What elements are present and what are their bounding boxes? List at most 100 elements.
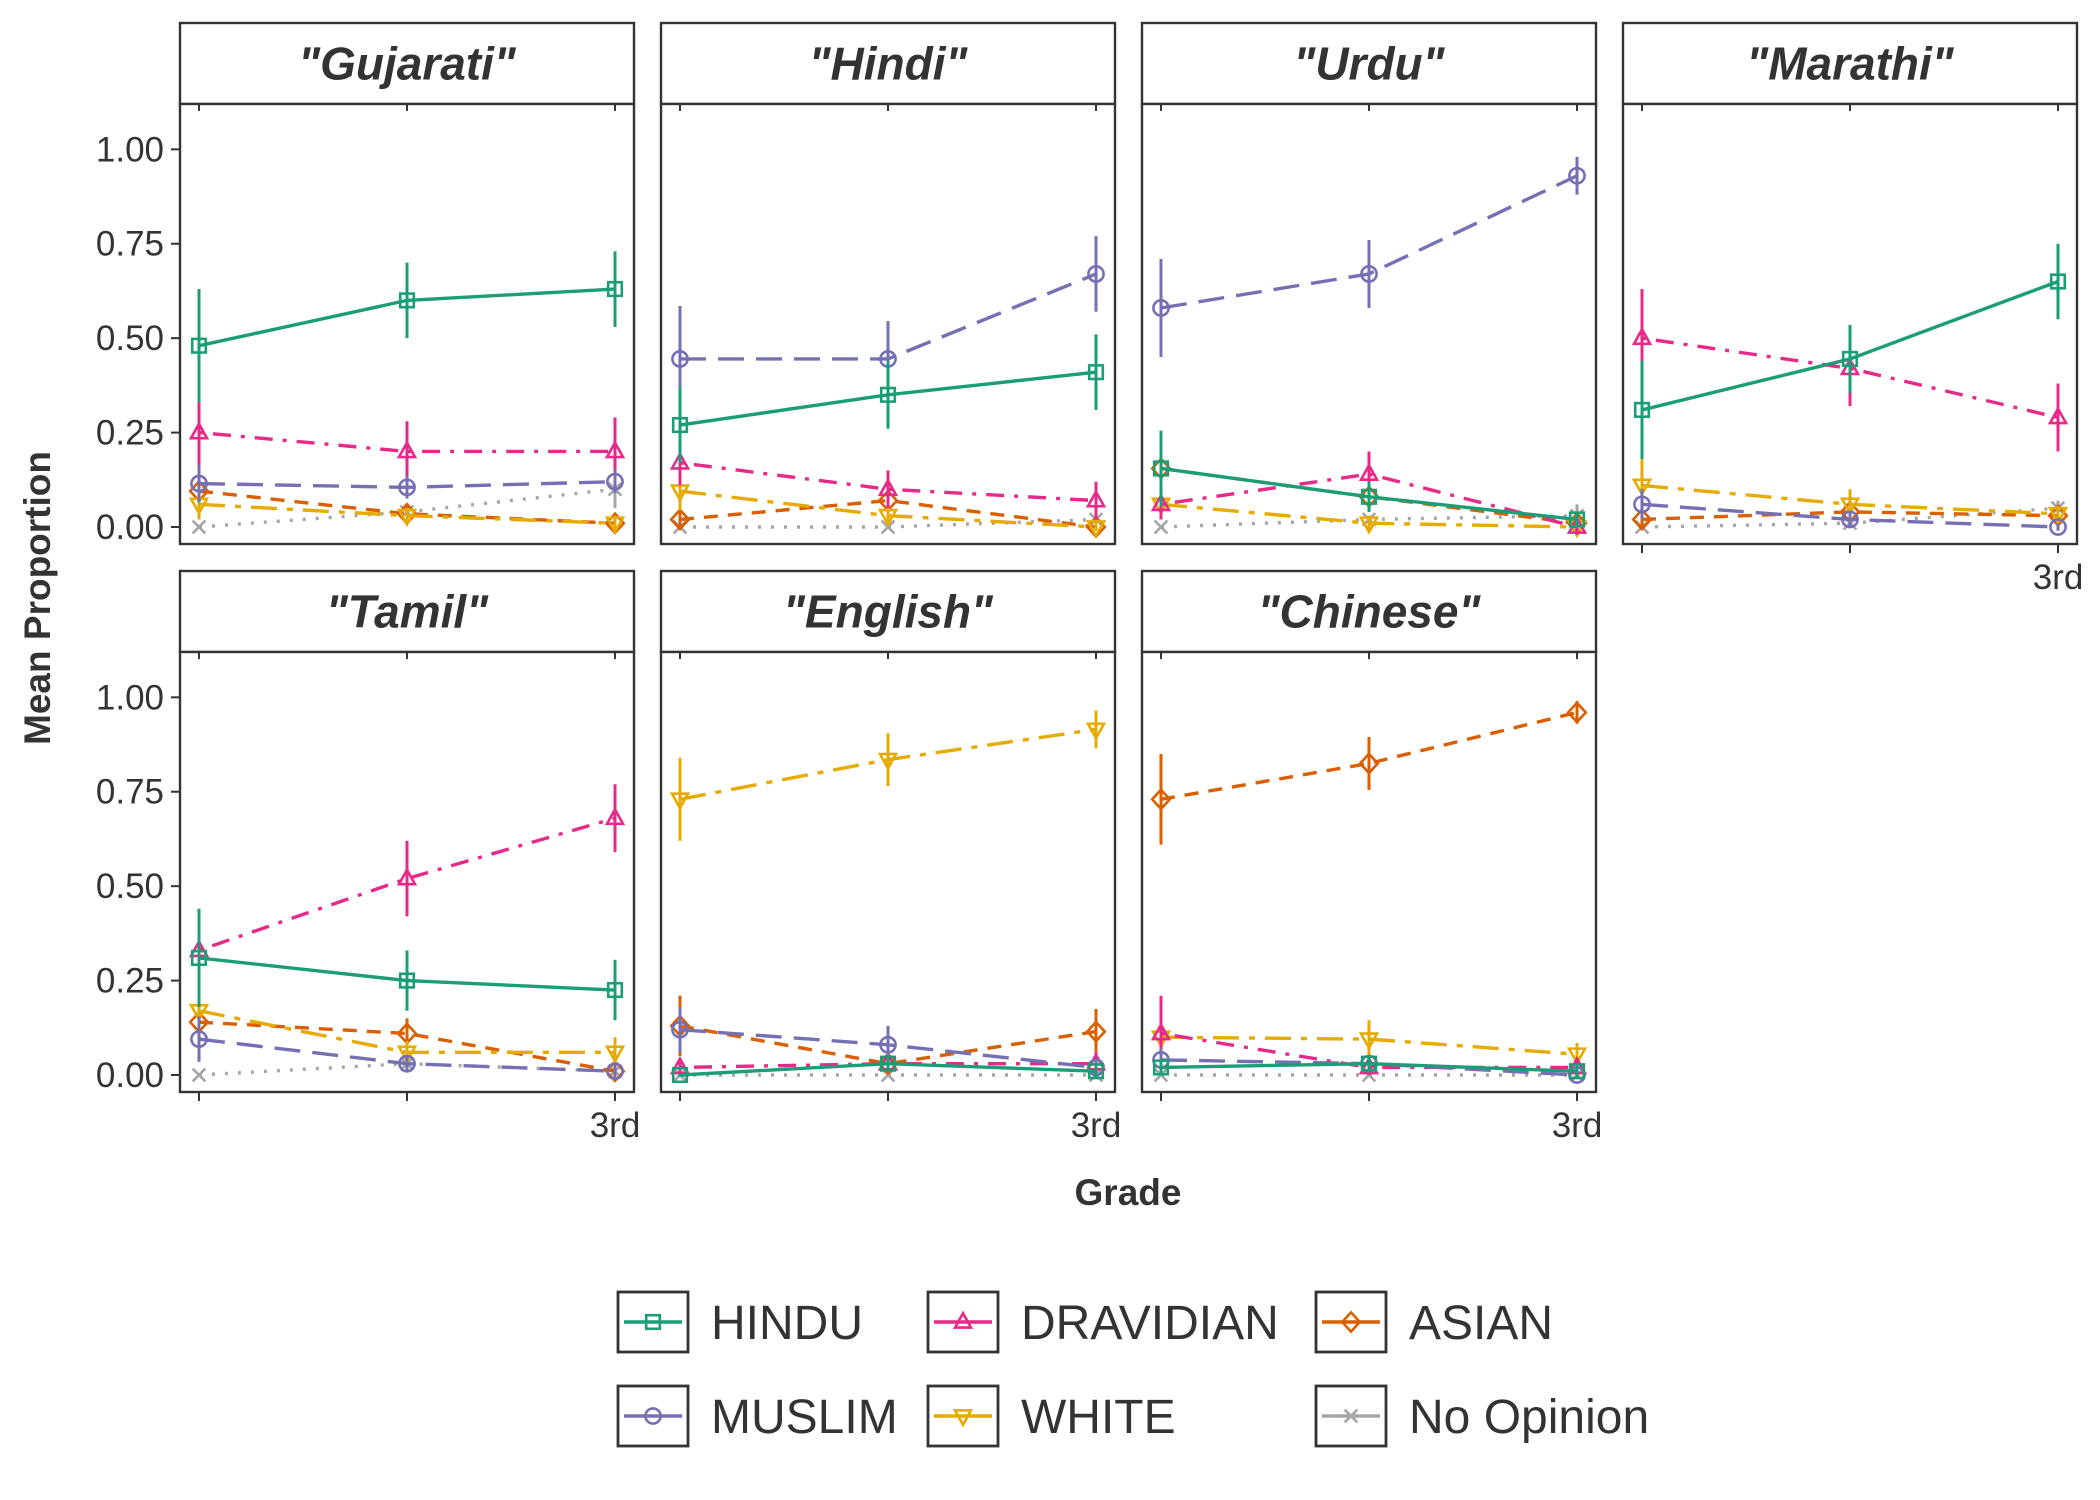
panels-layer: "Gujarati" 0.00 0.25 0.50 0.75 1.00 "Hindi" "Ur… (96, 21, 2084, 1145)
data-point (1360, 1055, 1378, 1072)
series-muslim (1633, 489, 2067, 536)
data-point (1152, 299, 1170, 317)
series-dravidian (188, 394, 626, 486)
facet-title: "Gujarati" (298, 38, 517, 90)
data-point (396, 867, 418, 886)
series-asian (1150, 700, 1588, 845)
data-point (1841, 510, 1859, 529)
data-point (606, 981, 624, 999)
data-point (398, 478, 416, 497)
data-point (1085, 722, 1107, 741)
series-line (198, 489, 616, 525)
x-tick-label: 3rd (590, 1106, 641, 1145)
legend-item-white: WHITE (926, 1384, 1176, 1448)
data-point (1358, 516, 1380, 535)
series-line (198, 430, 615, 454)
series-line (679, 498, 1097, 529)
legend-key-marker (952, 1409, 974, 1428)
data-point (1358, 1055, 1380, 1075)
x-tick-label: 3rd (2033, 558, 2084, 597)
data-point (879, 1055, 897, 1072)
y-axis-title: Mean Proportion (17, 451, 58, 745)
series-white (669, 472, 1107, 539)
data-point (2047, 506, 2069, 526)
facet-panel: "English" 3rd (659, 569, 1122, 1145)
legend-item-noop: No Opinion (1314, 1384, 1649, 1448)
data-point (877, 477, 899, 497)
series-hindu (671, 334, 1105, 463)
y-tick-label: 0.25 (96, 962, 164, 1001)
data-point (1152, 460, 1170, 477)
data-point (879, 386, 897, 403)
data-point (1633, 495, 1651, 514)
facet-panel: "Urdu" (1140, 21, 1598, 546)
legend-item-dravidian: DRAVIDIAN (926, 1290, 1279, 1354)
facet-strip (178, 569, 636, 654)
data-point (1152, 1059, 1170, 1076)
data-point (669, 1055, 691, 1075)
x-tick-label: 3rd (1071, 1106, 1122, 1145)
data-point (604, 1045, 626, 1064)
data-point (1631, 478, 1653, 497)
y-tick-label: 0.00 (96, 508, 164, 547)
data-point (879, 1035, 897, 1054)
panel-border (659, 650, 1117, 1094)
x-axis-title: Grade (1075, 1172, 1182, 1213)
legend-label: HINDU (711, 1297, 863, 1350)
data-point (190, 1030, 208, 1049)
y-tick-label: 0.00 (96, 1056, 164, 1095)
series-muslim (1152, 156, 1586, 358)
data-point (671, 1066, 689, 1084)
data-point (1085, 1020, 1107, 1044)
data-point (190, 337, 208, 354)
facet-title: "Chinese" (1258, 586, 1482, 638)
data-point (398, 972, 416, 989)
data-point (1568, 166, 1586, 185)
series-line (679, 461, 1097, 503)
data-point (1566, 1047, 1588, 1066)
series-muslim (190, 1016, 624, 1081)
data-point (669, 507, 691, 531)
data-point (1358, 751, 1380, 775)
data-point (396, 1045, 418, 1064)
data-point (1360, 488, 1378, 505)
data-point (1153, 519, 1169, 535)
x-tick-label: 3rd (1552, 1106, 1603, 1145)
facet-panel: "Tamil" 0.00 0.25 0.50 0.75 1.00 3rd (96, 569, 641, 1145)
facet-panel: "Marathi" 3rd (1621, 21, 2084, 597)
data-point (1568, 1063, 1586, 1080)
data-point (1085, 520, 1107, 539)
data-point (191, 519, 207, 535)
y-tick-label: 0.50 (96, 319, 164, 358)
legend-key-marker (1340, 1310, 1362, 1334)
series-line (679, 1061, 1096, 1070)
data-point (669, 792, 691, 811)
legend-label: ASIAN (1409, 1297, 1553, 1350)
series-muslim (190, 464, 624, 503)
data-point (1566, 700, 1588, 724)
facet-title: "Hindi" (809, 38, 969, 90)
series-white (669, 710, 1107, 841)
series-hindu (1152, 1055, 1586, 1080)
data-point (190, 949, 208, 967)
facet-title: "English" (783, 586, 994, 638)
facet-strip (659, 569, 1117, 654)
panel-border (1621, 102, 2079, 546)
legend-label: No Opinion (1409, 1391, 1649, 1444)
series-line (1160, 466, 1578, 525)
data-point (2049, 273, 2067, 290)
y-tick-label: 0.75 (96, 225, 164, 264)
data-point (188, 421, 210, 440)
facet-strip (659, 21, 1117, 106)
legend-key-marker (644, 1407, 662, 1425)
facet-strip (1621, 21, 2079, 106)
facet-strip (1140, 21, 1598, 106)
data-point (671, 416, 689, 434)
legend-label: WHITE (1021, 1391, 1176, 1444)
data-point (877, 508, 899, 528)
data-point (606, 280, 624, 298)
legend-item-hindu: HINDU (616, 1290, 863, 1354)
data-point (396, 439, 418, 459)
legend-key-marker (1343, 1408, 1359, 1424)
